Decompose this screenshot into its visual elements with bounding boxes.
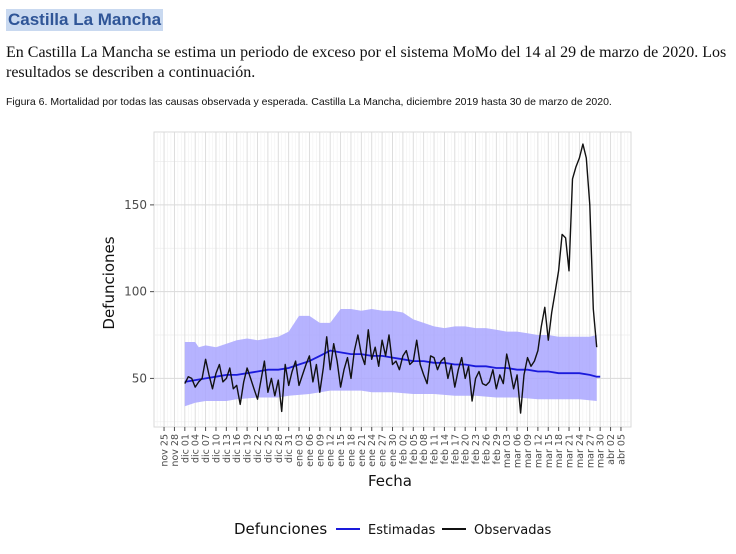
- x-tick-label: dic 07: [201, 434, 212, 463]
- legend-observadas-label: Observadas: [474, 523, 551, 538]
- y-tick-label: 50: [132, 371, 147, 385]
- x-tick-label: ene 09: [315, 434, 326, 467]
- section-heading: Castilla La Mancha: [6, 9, 164, 31]
- y-axis-ticks: 50 100 150: [124, 198, 154, 385]
- x-tick-label: dic 04: [191, 434, 202, 463]
- x-tick-label: dic 31: [284, 434, 295, 463]
- y-tick-label: 150: [124, 198, 147, 212]
- x-tick-label: dic 01: [180, 434, 191, 463]
- x-tick-label: mar 09: [523, 434, 534, 468]
- x-tick-label: dic 22: [253, 434, 264, 463]
- x-tick-label: ene 30: [388, 434, 399, 467]
- x-tick-label: mar 21: [565, 434, 576, 468]
- intro-paragraph: En Castilla La Mancha se estima un perio…: [6, 44, 727, 81]
- figure-caption: Figura 6. Mortalidad por todas las causa…: [6, 96, 612, 108]
- legend-estimadas-label: Estimadas: [368, 523, 436, 538]
- x-tick-label: mar 15: [544, 434, 555, 468]
- x-tick-label: ene 21: [357, 434, 368, 467]
- x-tick-label: mar 24: [575, 434, 586, 468]
- observadas-line: [184, 143, 598, 414]
- x-tick-label: feb 23: [471, 434, 482, 464]
- x-axis-ticks: nov 25 nov 28 dic 01 dic 04 dic 07 dic 10 dic …: [160, 427, 627, 468]
- x-tick-label: feb 17: [450, 434, 461, 464]
- estimated-line-layer: [184, 349, 601, 383]
- x-tick-label: ene 06: [305, 434, 316, 467]
- x-axis-title: Fecha: [368, 472, 412, 490]
- x-tick-label: dic 13: [222, 434, 233, 463]
- x-tick-label: ene 27: [378, 434, 389, 467]
- x-tick-label: dic 10: [212, 434, 223, 463]
- x-tick-label: feb 26: [482, 434, 493, 464]
- x-tick-label: mar 06: [513, 434, 524, 468]
- x-tick-label: ene 03: [295, 434, 306, 467]
- x-tick-label: feb 29: [492, 434, 503, 464]
- x-tick-label: mar 30: [596, 434, 607, 468]
- x-tick-label: abr 05: [616, 434, 627, 465]
- x-tick-label: mar 12: [533, 434, 544, 468]
- x-tick-label: dic 16: [232, 434, 243, 463]
- x-tick-label: nov 28: [170, 434, 181, 467]
- x-tick-label: mar 27: [585, 434, 596, 468]
- x-tick-label: ene 15: [336, 434, 347, 467]
- x-tick-label: abr 02: [606, 434, 617, 465]
- observed-line-layer: [184, 143, 598, 414]
- x-tick-label: feb 14: [440, 434, 451, 464]
- x-tick-label: mar 18: [554, 434, 565, 468]
- y-tick-label: 100: [124, 285, 147, 299]
- legend: Defunciones Estimadas Observadas: [234, 520, 551, 538]
- x-tick-label: dic 28: [274, 434, 285, 463]
- x-tick-label: feb 08: [419, 434, 430, 464]
- x-tick-label: mar 03: [502, 434, 513, 468]
- x-tick-label: ene 12: [326, 434, 337, 467]
- x-tick-label: dic 19: [243, 434, 254, 463]
- legend-title: Defunciones: [234, 520, 327, 538]
- x-tick-label: feb 20: [461, 434, 472, 464]
- x-tick-label: feb 02: [398, 434, 409, 464]
- x-tick-label: nov 25: [160, 434, 171, 467]
- x-tick-label: feb 11: [430, 434, 441, 464]
- estimadas-line: [184, 349, 601, 383]
- y-axis-title: Defunciones: [100, 236, 118, 329]
- x-tick-label: ene 24: [367, 434, 378, 467]
- x-tick-label: dic 25: [263, 434, 274, 463]
- x-tick-label: feb 05: [409, 434, 420, 464]
- x-tick-label: ene 18: [347, 434, 358, 467]
